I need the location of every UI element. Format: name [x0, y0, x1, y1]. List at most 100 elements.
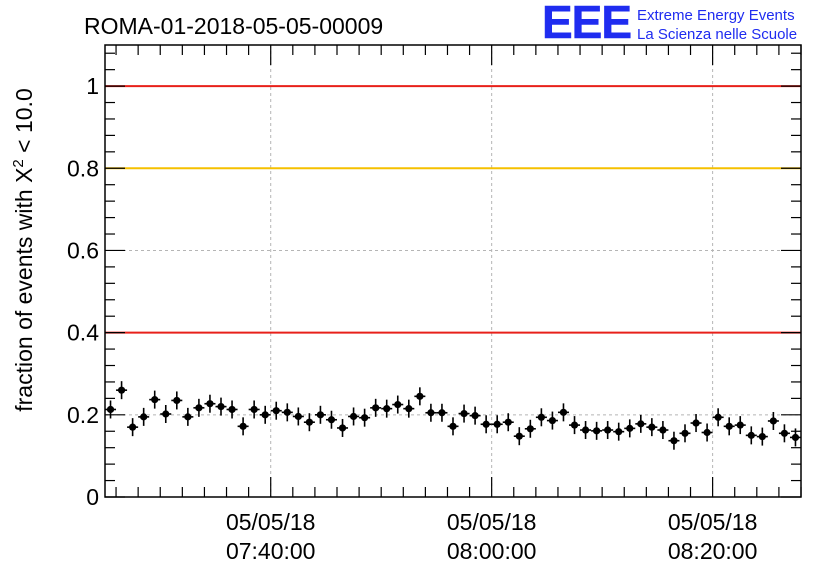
data-point: [469, 406, 481, 425]
x-tick-label-time: 08:00:00: [447, 538, 537, 564]
marker: [449, 422, 457, 430]
data-point: [193, 398, 205, 417]
y-tick-label: 0.4: [67, 320, 99, 346]
eee-logo: EEE Extreme Energy Events La Scienza nel…: [542, 0, 797, 48]
x-tick-label-time: 08:20:00: [668, 538, 758, 564]
marker: [140, 413, 148, 421]
logo-line-2: La Scienza nelle Scuole: [637, 26, 797, 43]
marker: [681, 429, 689, 437]
marker: [714, 413, 722, 421]
marker: [151, 396, 159, 404]
data-point: [182, 407, 194, 426]
data-point: [171, 391, 183, 410]
marker: [294, 412, 302, 421]
marker: [383, 405, 391, 413]
marker: [769, 417, 777, 425]
data-point: [127, 418, 139, 437]
marker: [184, 413, 192, 421]
y-tick-label: 0.2: [67, 402, 99, 428]
data-point: [425, 403, 437, 422]
data-point: [657, 421, 669, 440]
data-point: [248, 400, 260, 419]
marker: [670, 437, 678, 445]
marker: [173, 396, 181, 405]
marker: [593, 427, 601, 435]
marker: [261, 411, 269, 419]
data-point: [557, 403, 569, 422]
marker: [736, 421, 744, 429]
data-point: [149, 390, 161, 409]
marker: [659, 426, 667, 434]
reference-lines: [105, 85, 801, 334]
marker: [570, 421, 579, 429]
data-point: [270, 401, 282, 420]
data-point: [370, 398, 382, 417]
y-axis-label-main: fraction of events with: [11, 183, 37, 412]
y-tick-label: 1: [86, 73, 99, 99]
marker: [703, 428, 711, 437]
marker: [327, 416, 336, 424]
data-point: [292, 407, 304, 426]
marker: [316, 411, 325, 419]
data-point: [105, 400, 117, 419]
marker: [117, 386, 126, 394]
data-point: [447, 417, 459, 436]
data-point: [569, 416, 581, 435]
plot-frame: [104, 44, 802, 498]
data-point: [712, 408, 724, 427]
axes: [104, 44, 802, 498]
data-point: [226, 400, 238, 419]
marker: [427, 409, 435, 417]
logo-line-1: Extreme Energy Events: [637, 7, 795, 24]
data-point: [348, 407, 360, 426]
data-point: [668, 431, 680, 450]
marker: [548, 416, 557, 425]
marker: [129, 423, 137, 431]
data-point: [414, 387, 426, 406]
marker: [725, 422, 733, 430]
y-tick-label: 0: [86, 484, 99, 510]
data-point: [690, 414, 702, 433]
data-point: [756, 427, 768, 446]
marker: [537, 413, 545, 421]
data-point: [679, 424, 691, 443]
marker: [349, 412, 358, 421]
data-point: [734, 416, 746, 435]
data-point: [480, 415, 492, 434]
marker: [471, 412, 479, 420]
marker: [615, 428, 623, 436]
data-point: [116, 381, 128, 400]
data-point: [281, 403, 293, 422]
marker: [581, 426, 590, 434]
data-point: [778, 424, 790, 443]
marker: [106, 405, 115, 414]
marker: [438, 409, 446, 417]
data-point: [303, 413, 315, 432]
marker: [228, 405, 236, 414]
data-point: [513, 427, 525, 446]
y-axis-label-symbol: X: [11, 168, 37, 183]
data-points: [105, 381, 801, 450]
data-point: [723, 417, 735, 436]
data-point: [314, 405, 326, 424]
data-point: [602, 421, 614, 440]
y-tick-label: 0.6: [67, 237, 99, 263]
data-point: [237, 417, 249, 436]
marker: [626, 424, 634, 432]
data-point: [204, 394, 216, 413]
data-point: [325, 410, 337, 429]
data-point: [458, 404, 470, 423]
marker: [791, 433, 800, 442]
marker: [338, 424, 347, 432]
marker: [482, 420, 490, 428]
marker: [526, 425, 534, 433]
marker: [504, 418, 512, 426]
x-tick-label-date: 05/05/18: [668, 509, 758, 535]
marker: [239, 422, 247, 430]
marker: [604, 426, 612, 434]
marker: [692, 419, 700, 427]
marker: [272, 407, 280, 415]
marker: [637, 420, 645, 428]
marker: [493, 420, 501, 428]
